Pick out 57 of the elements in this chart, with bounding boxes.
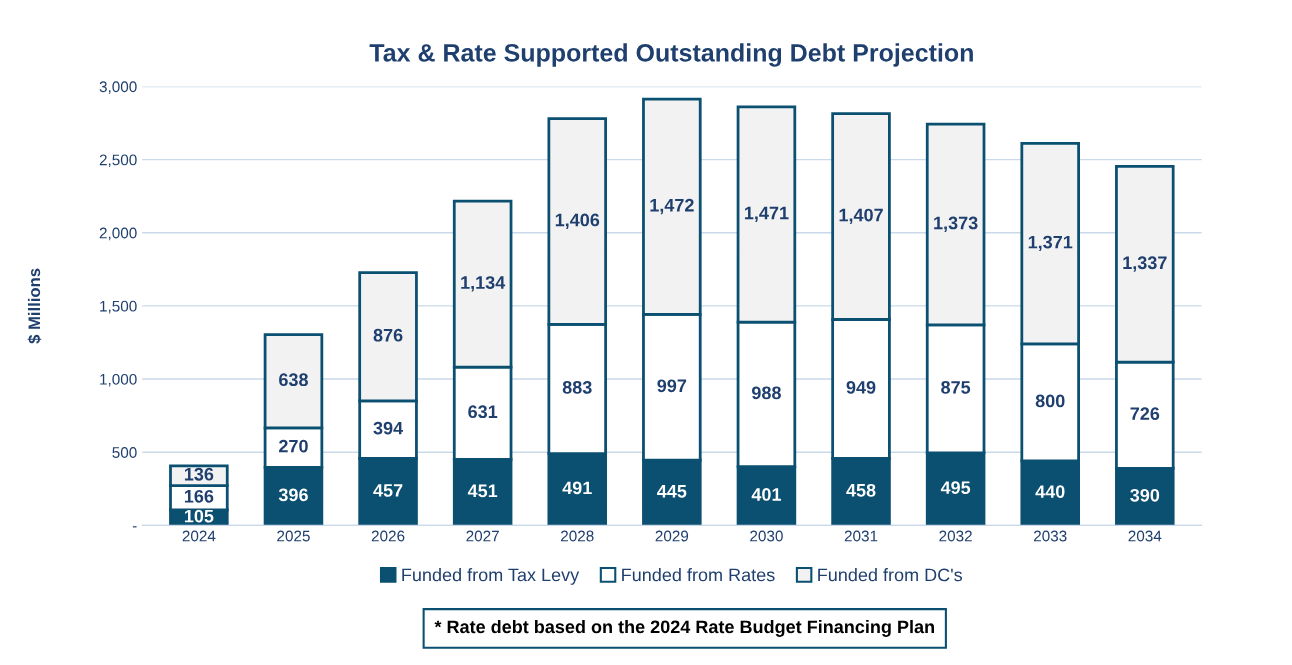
y-tick-label: 2,500 (99, 154, 137, 168)
y-tick-label: 500 (112, 447, 137, 458)
legend-label: Funded from DC's (818, 568, 963, 582)
legend-label: Funded from Rates (622, 568, 775, 582)
data-label: 1,472 (650, 198, 694, 215)
x-tick-label: 2025 (277, 530, 310, 542)
data-label: 1,134 (461, 276, 506, 292)
data-label: 800 (1035, 394, 1065, 408)
y-tick-label: - (132, 526, 137, 528)
data-label: 390 (1130, 488, 1160, 502)
legend-label: Funded from Tax Levy (402, 568, 580, 585)
x-tick-label: 2032 (939, 530, 972, 542)
data-label: 136 (184, 467, 214, 481)
data-label: 1,373 (934, 216, 978, 232)
x-tick-label: 2033 (1033, 530, 1067, 542)
y-tick-label: 1,000 (100, 373, 137, 387)
data-label: 638 (279, 373, 308, 387)
data-label: 883 (562, 380, 592, 394)
data-label: 1,471 (744, 206, 789, 222)
data-label: 1,406 (555, 213, 600, 229)
x-tick-label: 2024 (182, 530, 216, 542)
data-label: 631 (468, 405, 498, 419)
y-tick-label: 3,000 (99, 81, 137, 94)
x-tick-label: 2028 (561, 530, 594, 542)
y-axis-title: $ Millions (27, 268, 42, 344)
data-label: 270 (279, 439, 308, 453)
x-tick-label: 2030 (750, 530, 783, 542)
data-label: 491 (562, 481, 592, 495)
data-label: 876 (373, 328, 403, 342)
text: * Rate debt based on the 2024 Rate Budget Financing Plan (434, 619, 934, 637)
data-label: 1,371 (1028, 235, 1073, 252)
data-label: 949 (846, 380, 876, 394)
chart-title: Tax & Rate Supported Outstanding Debt Projection (369, 43, 973, 67)
x-tick-label: 2029 (655, 530, 689, 542)
y-tick-label: 2,000 (99, 227, 137, 241)
data-label: 1,337 (1123, 256, 1167, 272)
data-label: 997 (657, 379, 687, 393)
data-label: 401 (751, 488, 781, 501)
data-label: 396 (278, 488, 308, 502)
x-tick-label: 2031 (844, 530, 878, 542)
data-label: 394 (373, 421, 404, 435)
data-label: 451 (467, 484, 498, 498)
x-tick-label: 2026 (371, 530, 405, 542)
data-label: 726 (1130, 407, 1160, 421)
data-label: 166 (184, 489, 214, 503)
data-label: 105 (184, 509, 214, 523)
data-label: 458 (846, 483, 876, 497)
data-label: 875 (941, 380, 971, 394)
data-label: 495 (940, 481, 971, 494)
x-tick-label: 2034 (1128, 530, 1162, 542)
data-label: 988 (752, 386, 781, 400)
data-label: 440 (1035, 485, 1065, 499)
data-label: 1,407 (839, 208, 883, 225)
y-tick-label: 1,500 (100, 300, 137, 314)
x-tick-label: 2027 (466, 530, 499, 542)
data-label: 457 (373, 484, 403, 497)
data-label: 445 (657, 485, 687, 498)
